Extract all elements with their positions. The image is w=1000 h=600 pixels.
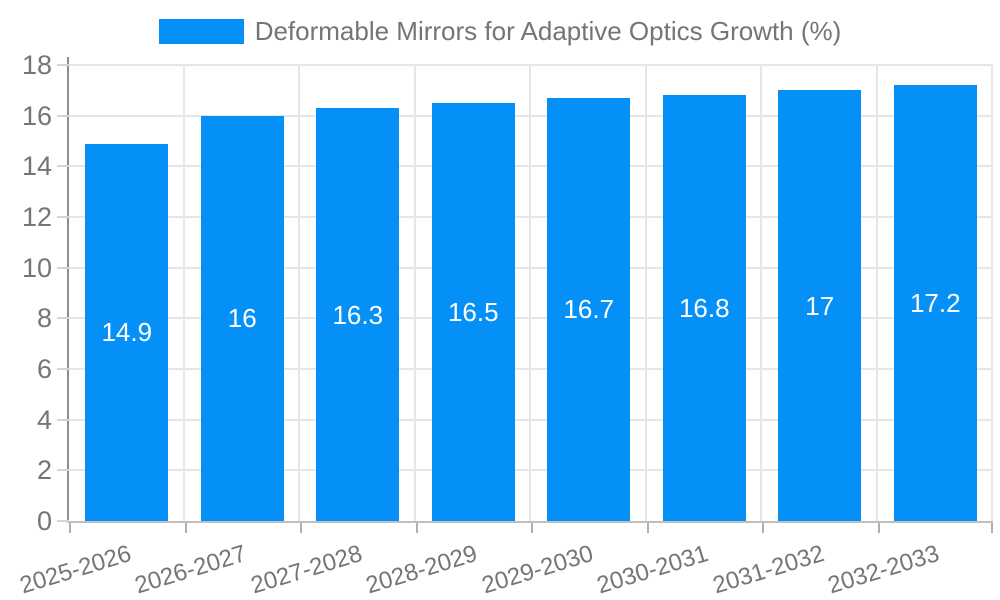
horizontal-gridline [69,317,993,320]
bar-2025-2026[interactable] [85,143,169,521]
x-axis-category-label: 2028-2029 [363,540,481,600]
y-axis-tick-label: 4 [36,404,52,435]
x-axis-tick [415,523,418,533]
legend-swatch-icon [158,18,244,44]
horizontal-gridline [69,216,993,218]
y-axis-line-extension [67,57,69,65]
vertical-gridline [644,65,647,521]
y-axis-tick [57,368,69,370]
horizontal-gridline [69,114,993,117]
horizontal-gridline [69,418,993,421]
y-axis-tick [57,266,69,269]
bar-2030-2031[interactable] [662,95,746,521]
bar-2031-2032[interactable] [778,90,862,521]
vertical-gridline [875,65,878,521]
y-axis-tick [57,165,69,168]
x-axis-tick [69,523,71,533]
x-axis-tick [646,523,649,533]
y-axis-tick-label: 6 [36,354,52,384]
vertical-gridline [991,65,993,521]
vertical-gridline [182,65,185,521]
y-axis-tick [57,520,69,522]
horizontal-gridline [69,266,993,269]
bar-2026-2027[interactable] [200,115,284,521]
x-axis-tick [877,523,880,533]
vertical-gridline [298,65,300,521]
plot-area: 0 2 4 6 8 10 12 14 16 18 14.9 2025-2026 16 2026-2027 1… [17,51,993,599]
horizontal-gridline [69,165,993,168]
x-axis-tick [531,523,533,533]
y-axis-tick-label: 16 [21,100,52,131]
y-axis-tick [57,418,69,421]
y-axis-tick [57,64,69,66]
x-axis-tick [184,523,187,533]
vertical-gridline [413,65,416,521]
bar-2032-2033[interactable] [893,85,977,521]
x-axis-tick [762,523,764,533]
x-axis-category-label: 2032-2033 [825,540,943,600]
y-axis-tick-label: 10 [21,252,52,283]
bar-2027-2028[interactable] [316,108,400,521]
x-axis-category-label: 2029-2030 [478,540,597,600]
vertical-gridline [529,65,531,521]
y-axis-tick-label: 0 [36,506,52,536]
x-axis-category-label: 2025-2026 [16,540,135,600]
x-axis-category-label: 2030-2031 [594,540,712,600]
horizontal-gridline [69,368,993,370]
horizontal-gridline [69,64,993,66]
y-axis-tick [57,469,69,472]
legend-label: Deformable Mirrors for Adaptive Optics G… [254,15,842,46]
legend[interactable]: Deformable Mirrors for Adaptive Optics G… [0,16,1000,46]
x-axis-category-label: 2027-2028 [247,540,366,600]
y-axis-tick [57,114,69,117]
y-axis-tick [57,317,69,320]
y-axis-tick-label: 18 [21,50,52,80]
x-axis-category-label: 2026-2027 [132,540,250,600]
y-axis-tick-label: 14 [21,151,52,182]
bar-2028-2029[interactable] [431,103,515,521]
y-axis-tick [57,216,69,218]
y-axis-tick-label: 2 [36,455,52,486]
y-axis-tick-label: 12 [21,202,52,232]
vertical-gridline [760,65,762,521]
horizontal-gridline [69,469,993,472]
bar-2029-2030[interactable] [547,97,631,521]
x-axis-tick [991,523,993,533]
y-axis-tick-label: 8 [36,303,52,334]
x-axis-category-label: 2031-2032 [709,540,828,600]
x-axis-tick [300,523,302,533]
